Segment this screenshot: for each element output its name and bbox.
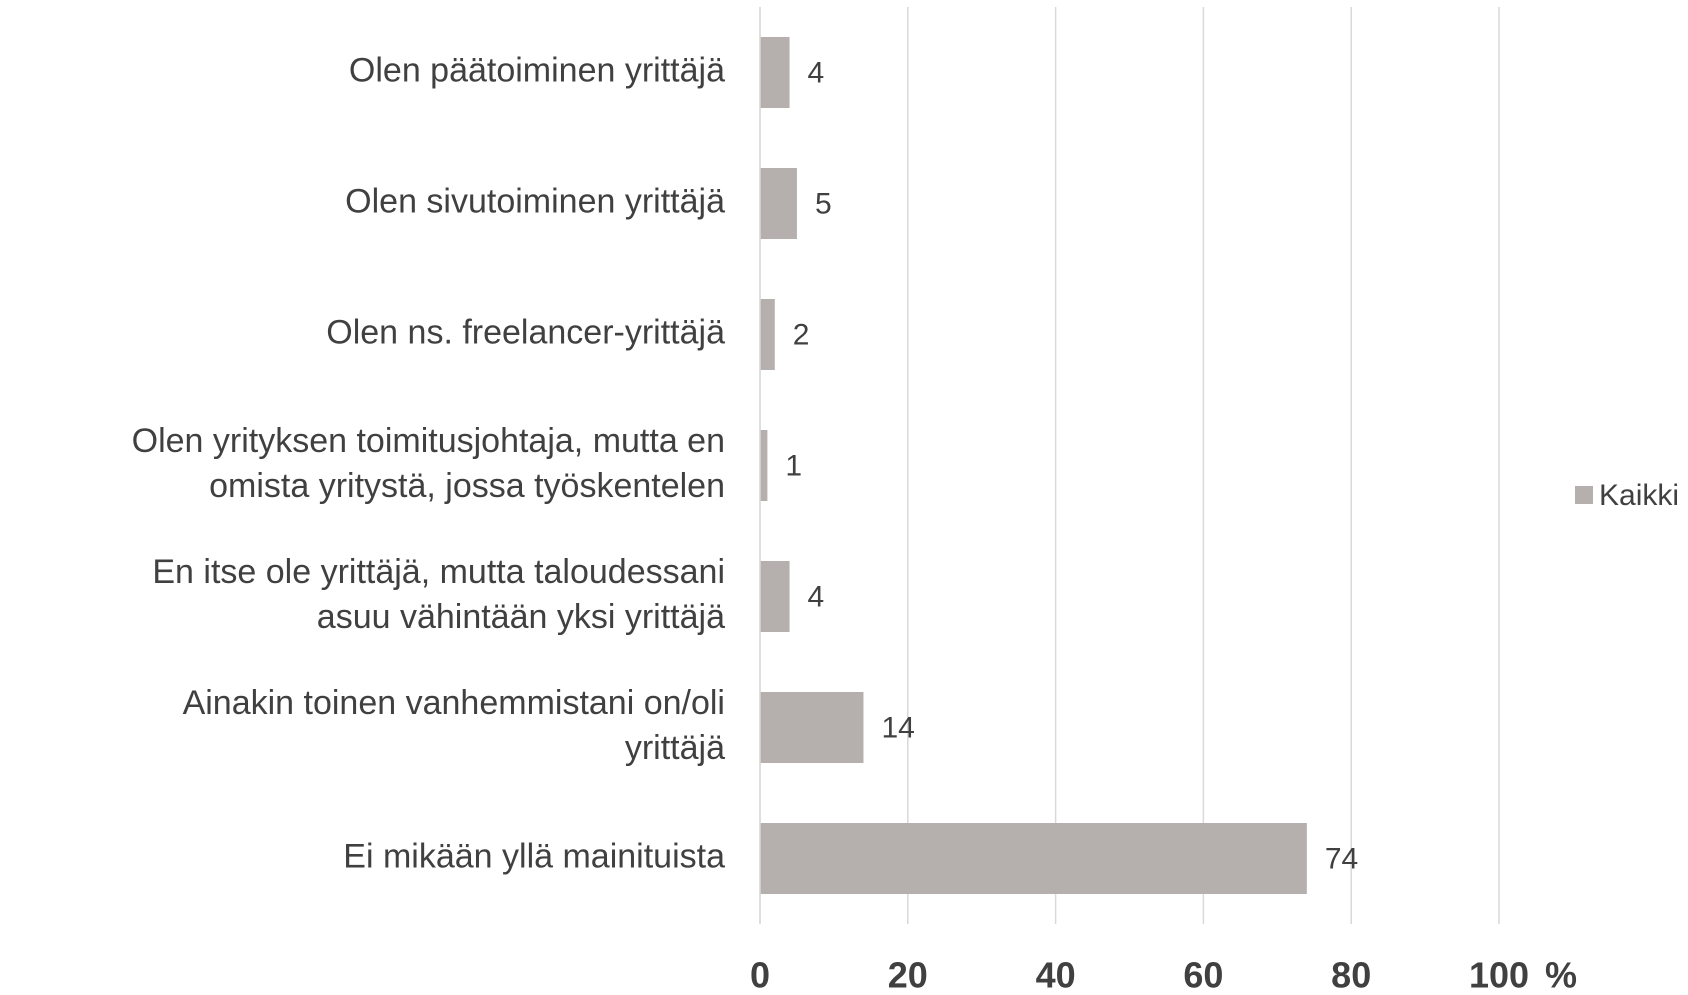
data-label: 4 <box>808 56 825 89</box>
data-label: 74 <box>1325 842 1358 875</box>
legend-label: Kaikki <box>1599 479 1679 512</box>
y-tick-label: Olen päätoiminen yrittäjä <box>349 51 725 89</box>
x-tick-label: 20 <box>888 955 928 995</box>
bar <box>760 37 790 108</box>
bar <box>760 299 775 370</box>
y-tick-label: asuu vähintään yksi yrittäjä <box>317 598 725 636</box>
x-axis-label: % <box>1545 955 1577 995</box>
data-label: 1 <box>785 449 802 482</box>
y-tick-label: Ainakin toinen vanhemmistani on/oli <box>183 684 725 722</box>
y-tick-label: Olen sivutoiminen yrittäjä <box>345 182 725 220</box>
y-tick-label: Olen ns. freelancer-yrittäjä <box>326 313 725 351</box>
x-tick-label: 60 <box>1183 955 1223 995</box>
x-tick-label: 40 <box>1036 955 1076 995</box>
x-tick-label: 100 <box>1469 955 1529 995</box>
x-tick-label: 80 <box>1331 955 1371 995</box>
data-label: 5 <box>815 187 832 220</box>
bar <box>760 692 864 763</box>
y-tick-label: En itse ole yrittäjä, mutta taloudessani <box>152 553 725 591</box>
y-tick-label: Ei mikään yllä mainituista <box>343 837 725 875</box>
bar <box>760 823 1307 894</box>
data-label: 14 <box>881 711 914 744</box>
data-label: 4 <box>808 580 825 613</box>
y-tick-label: omista yritystä, jossa työskentelen <box>209 467 725 505</box>
bar <box>760 168 797 239</box>
legend-swatch <box>1575 486 1593 504</box>
y-tick-label: Olen yrityksen toimitusjohtaja, mutta en <box>132 422 725 460</box>
bar <box>760 561 790 632</box>
data-label: 2 <box>793 318 810 351</box>
x-tick-label: 0 <box>750 955 770 995</box>
bar <box>760 430 768 501</box>
y-tick-label: yrittäjä <box>625 729 725 767</box>
